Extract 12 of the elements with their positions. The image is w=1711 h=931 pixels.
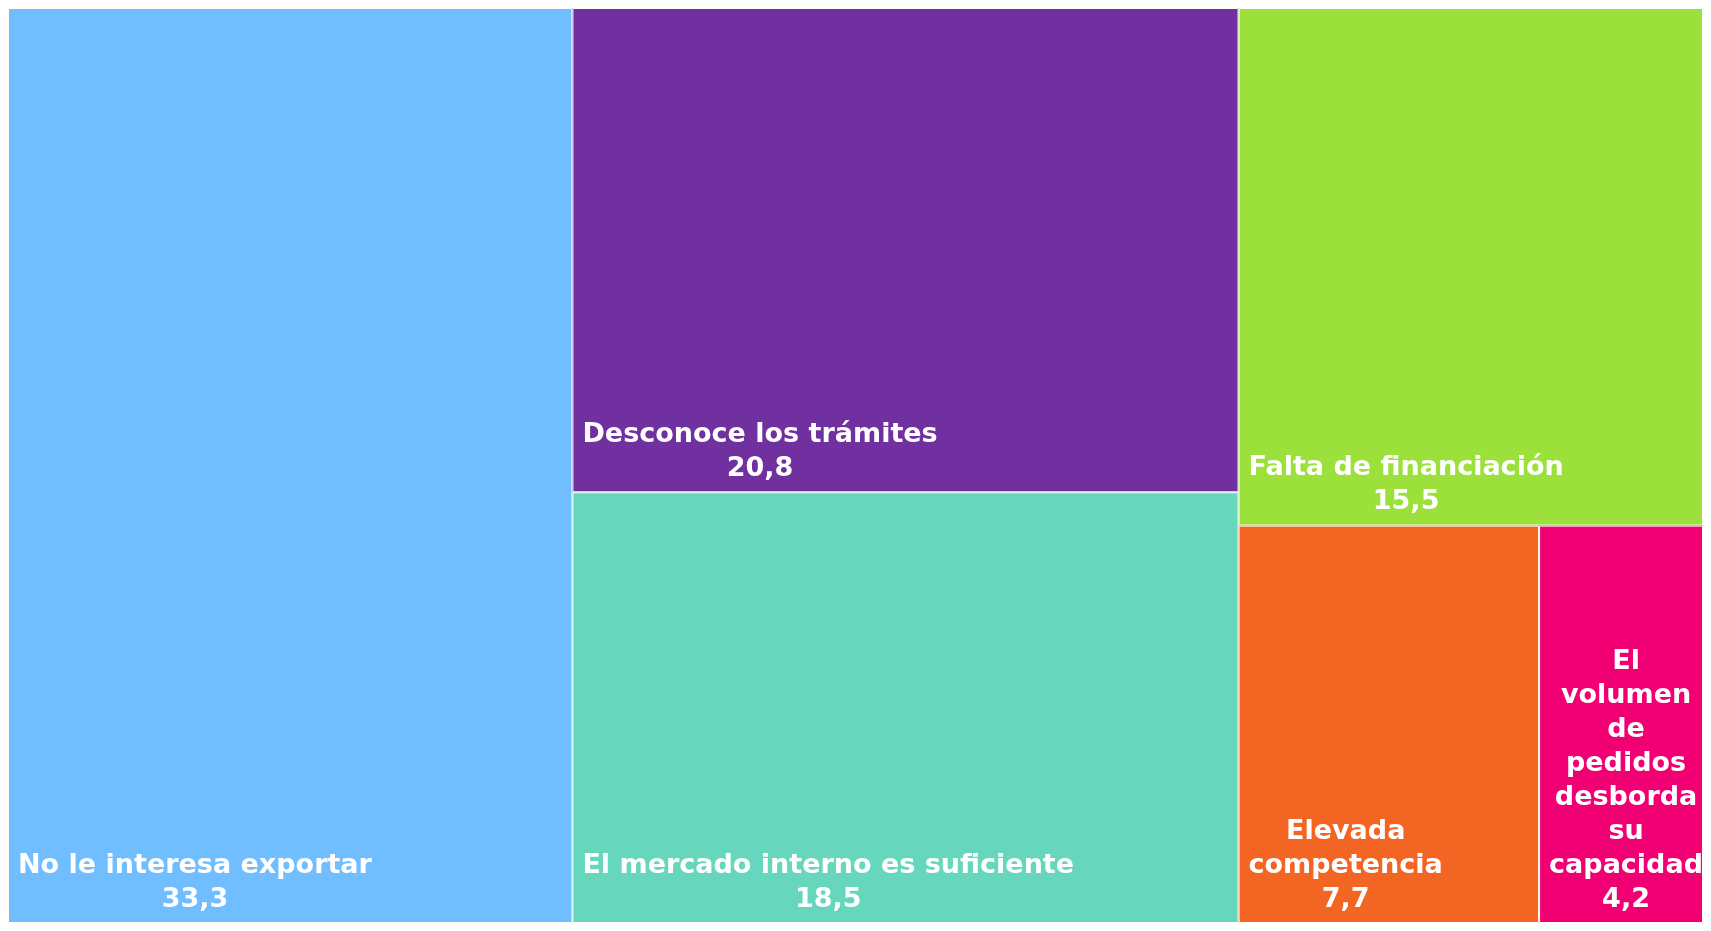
category-label: El volumen de pedidos desborda su capacidad [1549, 643, 1703, 879]
data-label: 7,7 [1321, 881, 1370, 913]
data-label: 18,5 [794, 881, 862, 913]
data-label: 15,5 [1372, 484, 1440, 516]
category-label: Elevada competencia [1248, 813, 1443, 879]
data-label: 4,2 [1602, 881, 1650, 913]
data-label: 20,8 [726, 450, 794, 482]
category-label: No le interesa exportar [18, 847, 373, 879]
category-label: El mercado interno es suficiente [582, 847, 1075, 879]
data-label: 33,3 [161, 881, 229, 913]
category-label: Desconoce los trámites [582, 416, 938, 448]
category-label: Falta de financiación [1248, 450, 1564, 482]
